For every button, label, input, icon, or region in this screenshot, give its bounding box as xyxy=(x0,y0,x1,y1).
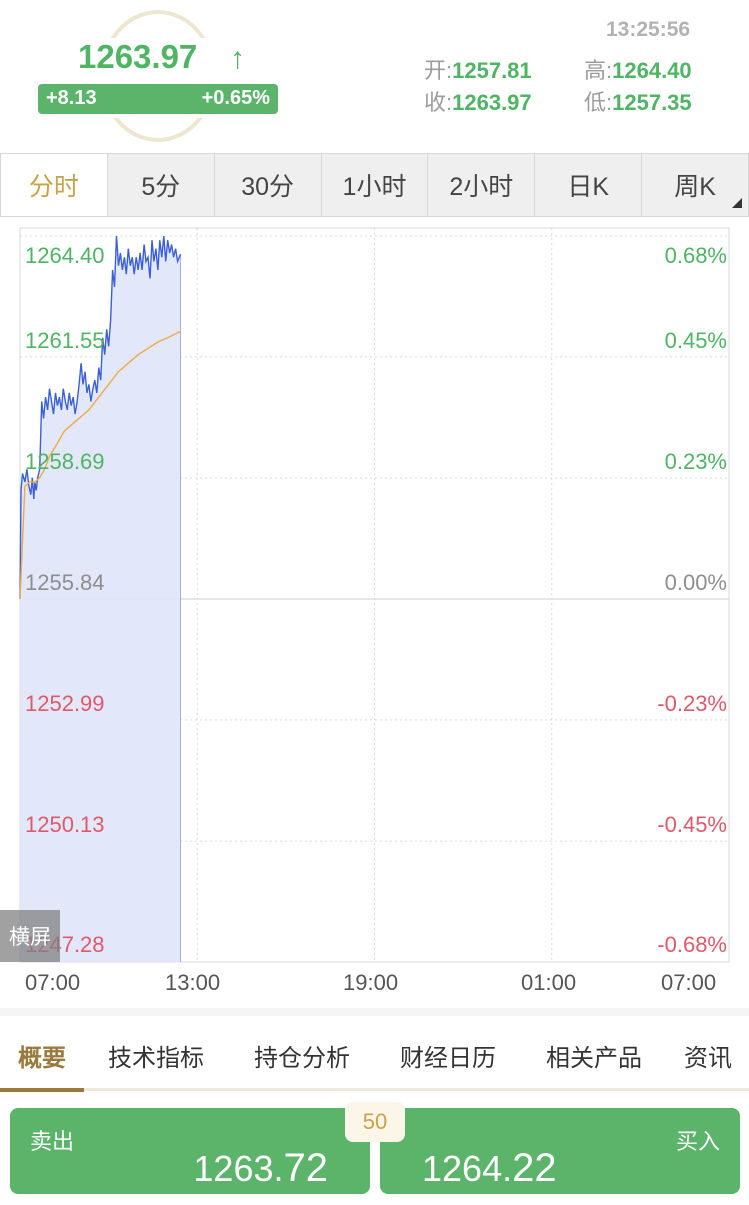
tab-period-weekly[interactable]: 周K xyxy=(642,154,748,216)
tab-position-analysis[interactable]: 持仓分析 xyxy=(254,1045,350,1072)
y-tick-right: -0.23% xyxy=(657,691,727,716)
quote-time: 13:25:56 xyxy=(606,18,691,41)
y-tick-left: 1255.84 xyxy=(25,570,105,595)
tab-related-products[interactable]: 相关产品 xyxy=(546,1045,642,1072)
x-tick: 19:00 xyxy=(343,970,399,995)
tab-news[interactable]: 资讯 xyxy=(684,1045,732,1072)
tab-period-30min[interactable]: 30分 xyxy=(215,154,322,216)
change-percent: +0.65% xyxy=(201,87,270,109)
high-stat: 高:1264.40 xyxy=(584,58,692,83)
sell-price: 1263.72 xyxy=(193,1146,328,1190)
price-area xyxy=(20,236,181,962)
info-tabs xyxy=(0,1016,749,1092)
y-tick-left: 1264.40 xyxy=(25,243,105,268)
x-tick: 07:00 xyxy=(25,970,81,995)
y-tick-left: 1250.13 xyxy=(25,812,105,837)
quote-header: 1263.97 ↑ +8.13 +0.65% 13:25:56 开:1257.8… xyxy=(0,0,749,152)
active-tab-indicator xyxy=(0,1088,84,1092)
x-tick: 01:00 xyxy=(521,970,577,995)
x-tick: 07:00 xyxy=(661,970,717,995)
y-tick-right: 0.45% xyxy=(664,328,727,353)
change-value: +8.13 xyxy=(46,87,97,109)
average-line xyxy=(19,330,181,600)
y-tick-left: 1261.55 xyxy=(25,328,105,353)
change-badge: +8.13 +0.65% xyxy=(38,84,278,114)
close-stat: 收:1263.97 xyxy=(424,90,532,115)
timeshare-chart[interactable]: 1264.40 1261.55 1258.69 1255.84 1252.99 … xyxy=(0,218,749,1008)
period-tabs: 分时 5分 30分 1小时 2小时 日K 周K xyxy=(0,153,749,217)
buy-label: 买入 xyxy=(675,1129,720,1154)
open-stat: 开:1257.81 xyxy=(424,58,532,83)
tab-period-daily[interactable]: 日K xyxy=(535,154,643,216)
section-divider xyxy=(0,1008,749,1018)
tab-period-timeshare[interactable]: 分时 xyxy=(1,154,108,216)
buy-button[interactable]: 买入 1264.22 xyxy=(380,1108,740,1194)
x-tick: 13:00 xyxy=(165,970,221,995)
y-tick-right: -0.68% xyxy=(657,932,727,957)
spread-badge: 50 xyxy=(345,1102,405,1142)
tabs-underline xyxy=(0,1088,749,1091)
tab-period-5min[interactable]: 5分 xyxy=(108,154,215,216)
buy-price: 1264.22 xyxy=(422,1146,557,1190)
tab-economic-calendar[interactable]: 财经日历 xyxy=(400,1045,496,1072)
tab-technical-indicators[interactable]: 技术指标 xyxy=(108,1045,204,1072)
chart-canvas xyxy=(19,227,730,963)
up-arrow-icon: ↑ xyxy=(230,42,245,75)
more-periods-corner-icon[interactable] xyxy=(732,198,743,208)
landscape-button[interactable]: 横屏 xyxy=(0,910,60,962)
tab-period-weekly-label: 周K xyxy=(674,173,716,201)
y-tick-right: 0.00% xyxy=(664,570,727,595)
tab-period-2hour[interactable]: 2小时 xyxy=(428,154,536,216)
tab-period-1hour[interactable]: 1小时 xyxy=(322,154,429,216)
price-line xyxy=(19,235,182,600)
current-price: 1263.97 xyxy=(78,38,198,75)
y-tick-left: 1258.69 xyxy=(25,449,105,474)
y-tick-right: 0.68% xyxy=(664,243,727,268)
low-stat: 低:1257.35 xyxy=(584,90,692,115)
tab-overview[interactable]: 概要 xyxy=(18,1045,66,1072)
y-tick-right: 0.23% xyxy=(664,449,727,474)
sell-button[interactable]: 卖出 1263.72 xyxy=(10,1108,370,1194)
sell-label: 卖出 xyxy=(30,1129,75,1154)
y-tick-right: -0.45% xyxy=(657,812,727,837)
y-tick-left: 1252.99 xyxy=(25,691,105,716)
